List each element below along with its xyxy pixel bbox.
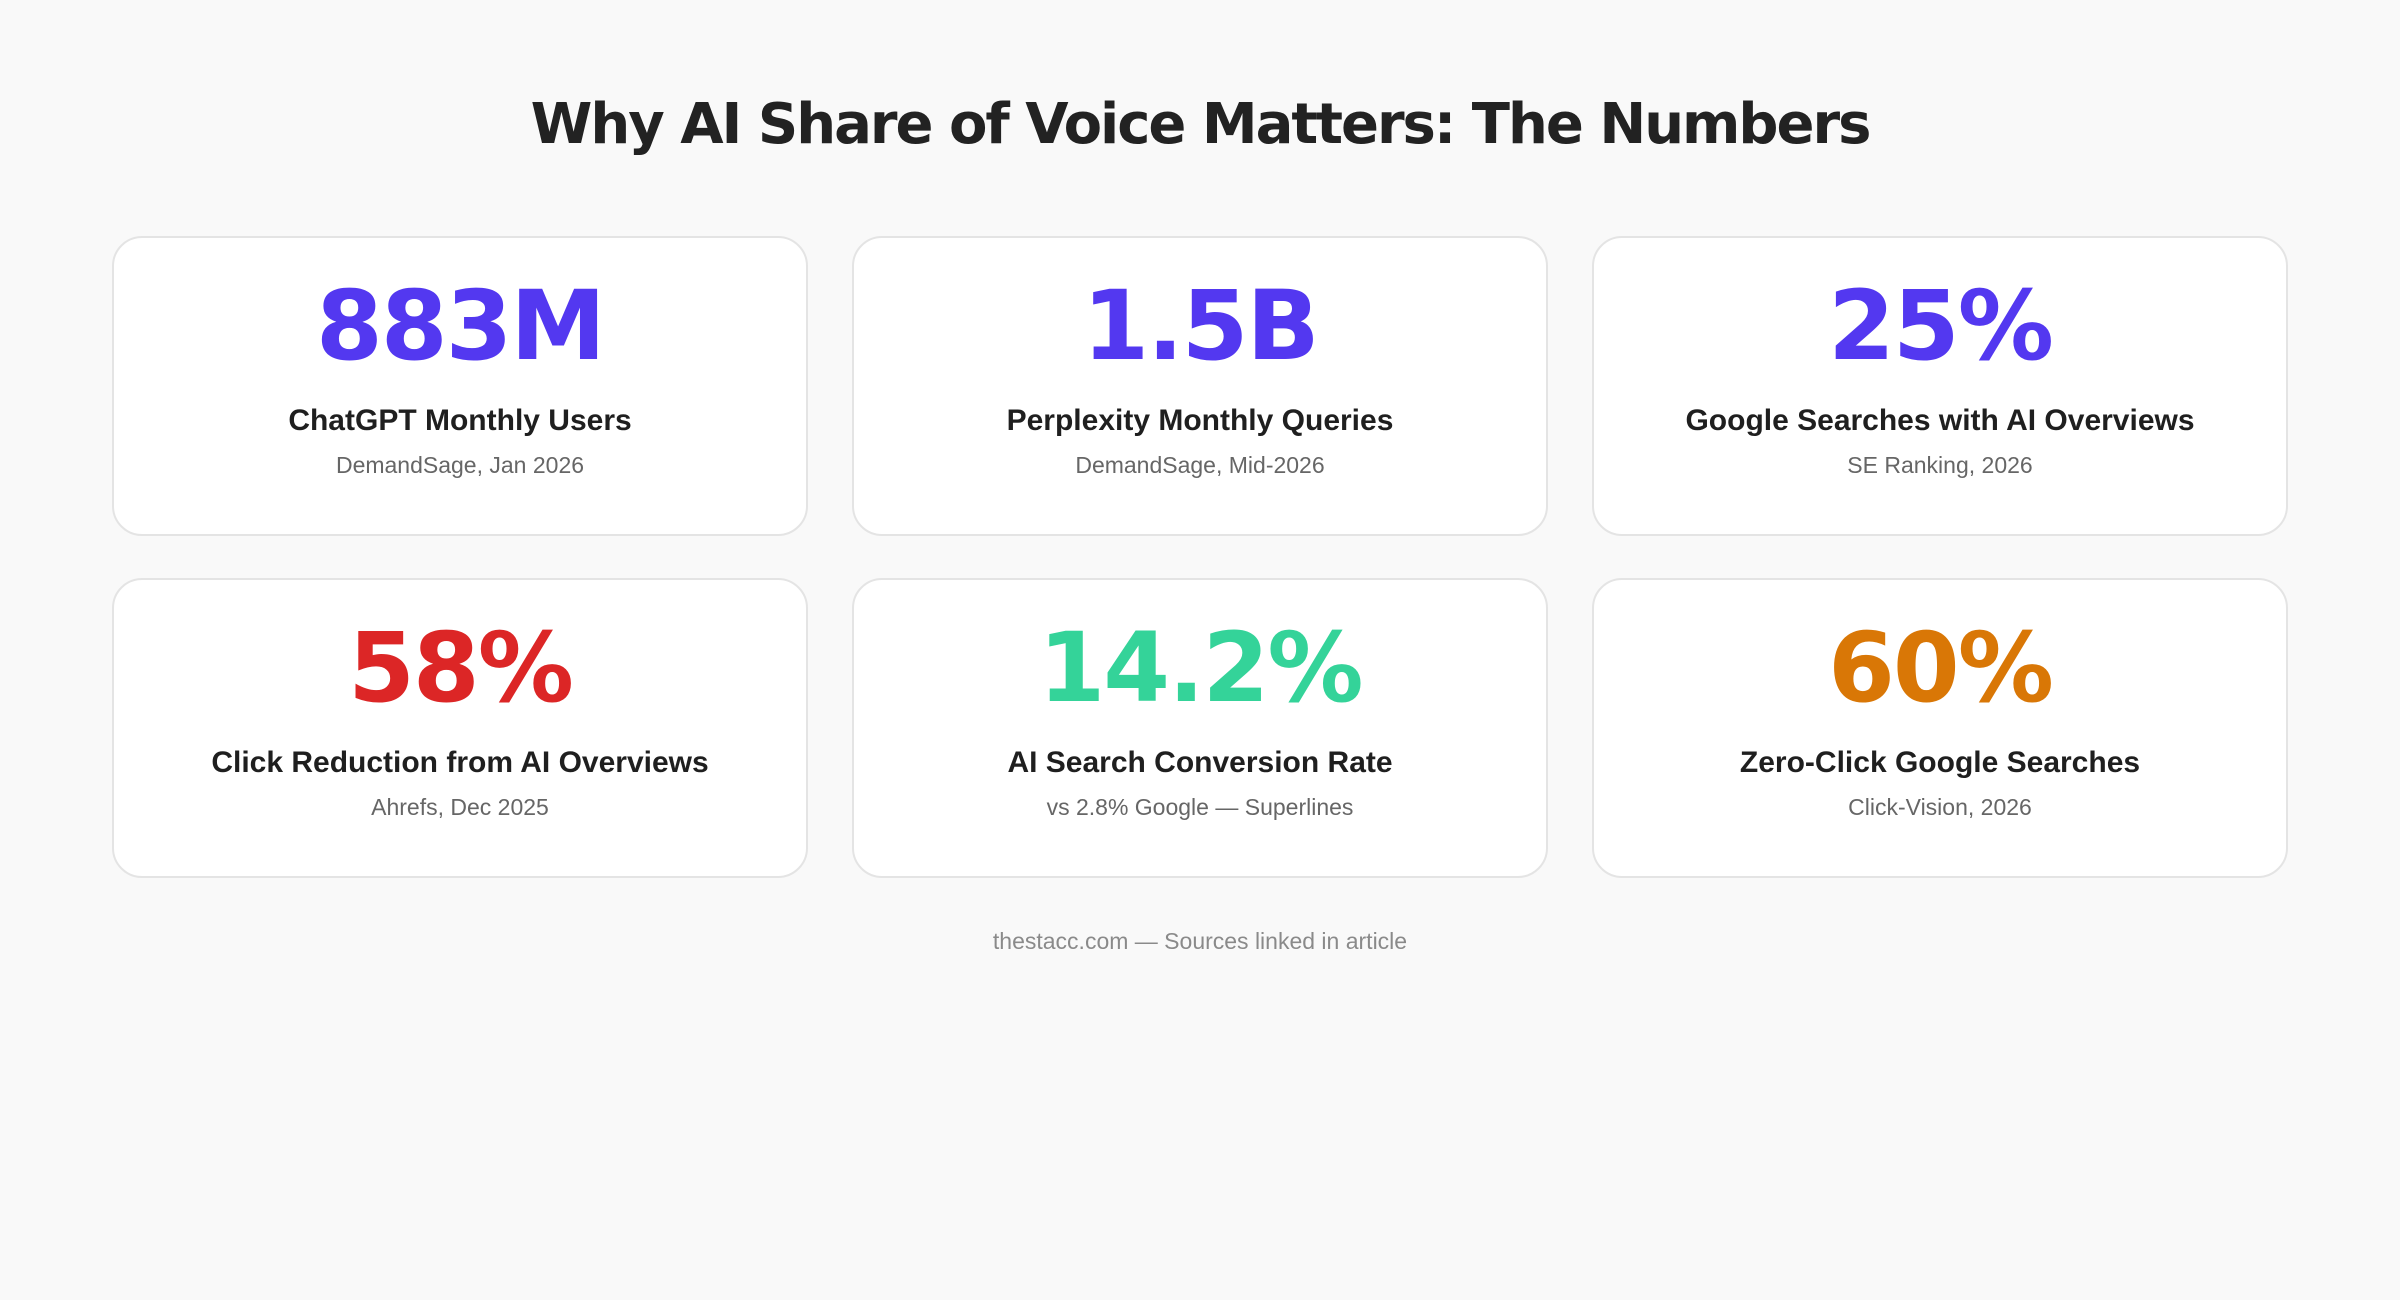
- stat-label: Google Searches with AI Overviews: [1685, 404, 2195, 437]
- page-title: Why AI Share of Voice Matters: The Numbe…: [530, 92, 1872, 157]
- stat-value: 883M: [316, 270, 606, 382]
- stats-grid: 883M ChatGPT Monthly Users DemandSage, J…: [112, 236, 2288, 878]
- footer-credit: thestacc.com — Sources linked in article: [992, 928, 1408, 954]
- stat-card-conversion-rate: 14.2% AI Search Conversion Rate vs 2.8% …: [852, 578, 1548, 878]
- stat-label: Perplexity Monthly Queries: [1006, 404, 1394, 437]
- stat-card-click-reduction: 58% Click Reduction from AI Overviews Ah…: [112, 578, 808, 878]
- stat-value: 60%: [1828, 612, 2054, 724]
- stat-value: 25%: [1828, 270, 2054, 382]
- stat-source: Click-Vision, 2026: [1848, 794, 2032, 820]
- stat-source: vs 2.8% Google — Superlines: [1046, 794, 1354, 820]
- stat-source: DemandSage, Mid-2026: [1075, 452, 1325, 478]
- stat-value: 14.2%: [1038, 612, 1363, 724]
- stat-label: Zero-Click Google Searches: [1739, 746, 2141, 779]
- stat-value: 1.5B: [1082, 270, 1319, 382]
- stat-card-perplexity-queries: 1.5B Perplexity Monthly Queries DemandSa…: [852, 236, 1548, 536]
- stat-label: ChatGPT Monthly Users: [288, 404, 632, 437]
- stat-source: SE Ranking, 2026: [1847, 452, 2033, 478]
- stat-label: AI Search Conversion Rate: [1007, 746, 1393, 779]
- stat-card-zero-click: 60% Zero-Click Google Searches Click-Vis…: [1592, 578, 2288, 878]
- stat-card-chatgpt-users: 883M ChatGPT Monthly Users DemandSage, J…: [112, 236, 808, 536]
- stat-value: 58%: [348, 612, 574, 724]
- stat-source: Ahrefs, Dec 2025: [371, 794, 549, 820]
- stat-label: Click Reduction from AI Overviews: [211, 746, 709, 779]
- stat-source: DemandSage, Jan 2026: [335, 452, 585, 478]
- stat-card-ai-overviews-share: 25% Google Searches with AI Overviews SE…: [1592, 236, 2288, 536]
